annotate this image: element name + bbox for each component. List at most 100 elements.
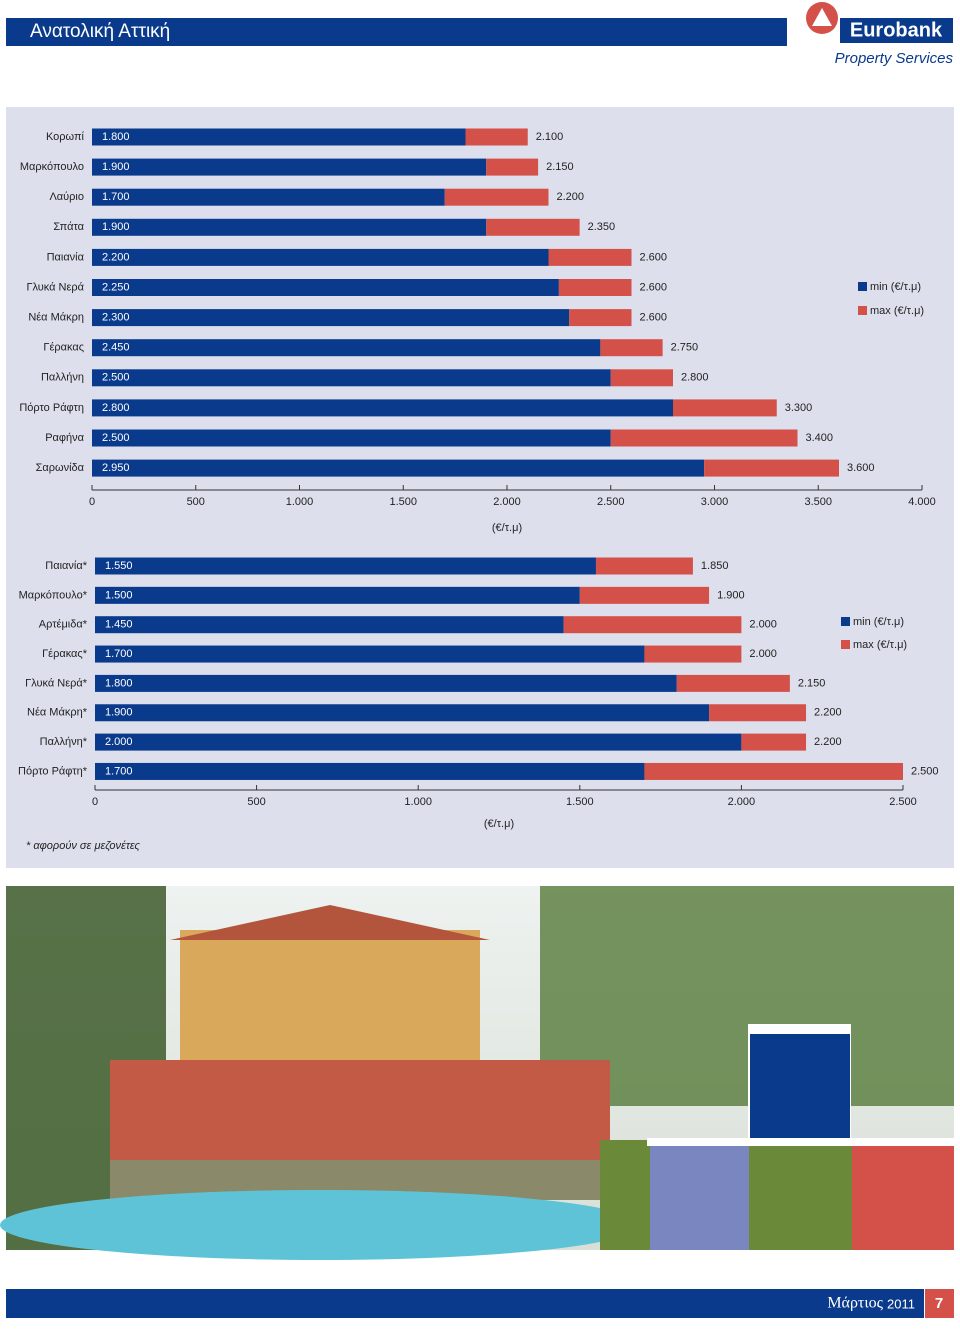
category-label: Παλλήνη* — [40, 736, 88, 748]
category-label: Κορωπί — [46, 131, 85, 143]
bar-min — [92, 399, 673, 417]
deco-lavender — [650, 1146, 749, 1250]
min-label: 2.450 — [102, 342, 130, 354]
min-label: 1.700 — [105, 765, 133, 777]
category-label: Σπάτα — [53, 221, 84, 233]
max-label: 2.200 — [557, 191, 585, 203]
logo-box — [840, 18, 953, 43]
max-label: 2.000 — [749, 648, 777, 660]
max-label: 2.350 — [588, 221, 616, 233]
max-label: 3.600 — [847, 462, 875, 474]
category-label: Λαύριο — [49, 191, 84, 203]
x-tick-label: 0 — [92, 796, 98, 808]
bar-max — [610, 369, 673, 387]
bar-max — [569, 309, 632, 327]
min-label: 1.900 — [102, 221, 130, 233]
max-label: 2.600 — [640, 281, 668, 293]
legend-label: max (€/τ.μ) — [853, 639, 907, 651]
deco-blue — [750, 1034, 850, 1138]
x-axis-label: (€/τ.μ) — [492, 522, 522, 534]
bar-min — [95, 733, 742, 751]
bar-max — [676, 674, 790, 692]
legend-label: max (€/τ.μ) — [870, 305, 924, 317]
max-label: 1.850 — [701, 560, 729, 572]
bar-max — [673, 399, 777, 417]
bar-max — [548, 248, 632, 266]
min-label: 1.500 — [105, 589, 133, 601]
legend-swatch — [858, 306, 867, 315]
min-label: 2.250 — [102, 281, 130, 293]
max-label: 2.150 — [798, 677, 826, 689]
bar-min — [92, 369, 611, 387]
category-label: Ραφήνα — [45, 432, 84, 444]
min-label: 2.950 — [102, 462, 130, 474]
min-label: 2.000 — [105, 736, 133, 748]
category-label: Σαρωνίδα — [36, 462, 85, 474]
x-tick-label: 1.500 — [566, 796, 594, 808]
bar-min — [95, 674, 677, 692]
photo-pool — [0, 1190, 640, 1260]
category-label: Παιανία — [47, 251, 85, 263]
photo-house — [180, 930, 480, 1080]
legend-swatch — [841, 640, 850, 649]
x-tick-label: 500 — [187, 496, 205, 508]
legend-swatch — [858, 282, 867, 291]
x-tick-label: 4.000 — [908, 496, 936, 508]
bar-min — [92, 248, 549, 266]
max-label: 2.150 — [546, 161, 574, 173]
subbrand: Property Services — [835, 50, 954, 67]
bar-min — [92, 459, 705, 477]
category-label: Πόρτο Ράφτη* — [18, 765, 88, 777]
bar-min — [92, 128, 466, 146]
bar-min — [95, 704, 710, 722]
x-tick-label: 0 — [89, 496, 95, 508]
category-label: Νέα Μάκρη* — [27, 707, 88, 719]
bar-max — [600, 339, 663, 357]
min-label: 1.900 — [105, 707, 133, 719]
max-label: 1.900 — [717, 589, 745, 601]
bar-max — [595, 557, 693, 575]
bar-max — [486, 218, 580, 236]
bar-max — [444, 188, 549, 206]
bar-max — [486, 158, 539, 176]
min-label: 1.550 — [105, 560, 133, 572]
legend-swatch — [841, 617, 850, 626]
min-label: 1.800 — [105, 677, 133, 689]
min-label: 2.500 — [102, 432, 130, 444]
bar-min — [92, 218, 487, 236]
x-tick-label: 1.500 — [389, 496, 417, 508]
logo-mark — [812, 8, 832, 26]
min-label: 2.500 — [102, 372, 130, 384]
bar-min — [92, 279, 559, 296]
category-label: Μαρκόπουλο* — [19, 589, 88, 601]
min-label: 2.800 — [102, 402, 130, 414]
bar-min — [92, 188, 445, 206]
x-axis-label: (€/τ.μ) — [484, 818, 514, 830]
category-label: Πόρτο Ράφτη — [19, 402, 84, 414]
max-label: 2.000 — [749, 619, 777, 631]
category-label: Γλυκά Νερά — [26, 281, 84, 293]
category-label: Νέα Μάκρη — [28, 312, 84, 324]
x-tick-label: 2.500 — [597, 496, 625, 508]
photo-roof — [170, 905, 490, 940]
deco-line — [647, 1138, 954, 1146]
bar-min — [95, 762, 645, 780]
bar-max — [644, 762, 903, 780]
category-label: Παλλήνη — [41, 372, 84, 384]
page-box — [925, 1289, 954, 1318]
min-label: 1.700 — [105, 648, 133, 660]
footer-bar — [6, 1289, 924, 1318]
max-label: 2.750 — [671, 342, 699, 354]
bar-min — [95, 616, 564, 634]
bar-min — [92, 339, 601, 357]
category-label: Γέρακας* — [42, 648, 88, 660]
bar-min — [92, 309, 570, 327]
x-tick-label: 500 — [247, 796, 265, 808]
footnote: * αφορούν σε μεζονέτες — [26, 840, 140, 852]
photo-porch — [110, 1060, 610, 1170]
x-tick-label: 2.000 — [493, 496, 521, 508]
bar-max — [465, 128, 528, 146]
legend-label: min (€/τ.μ) — [853, 616, 904, 628]
bar-min — [95, 586, 580, 604]
x-tick-label: 3.000 — [701, 496, 729, 508]
